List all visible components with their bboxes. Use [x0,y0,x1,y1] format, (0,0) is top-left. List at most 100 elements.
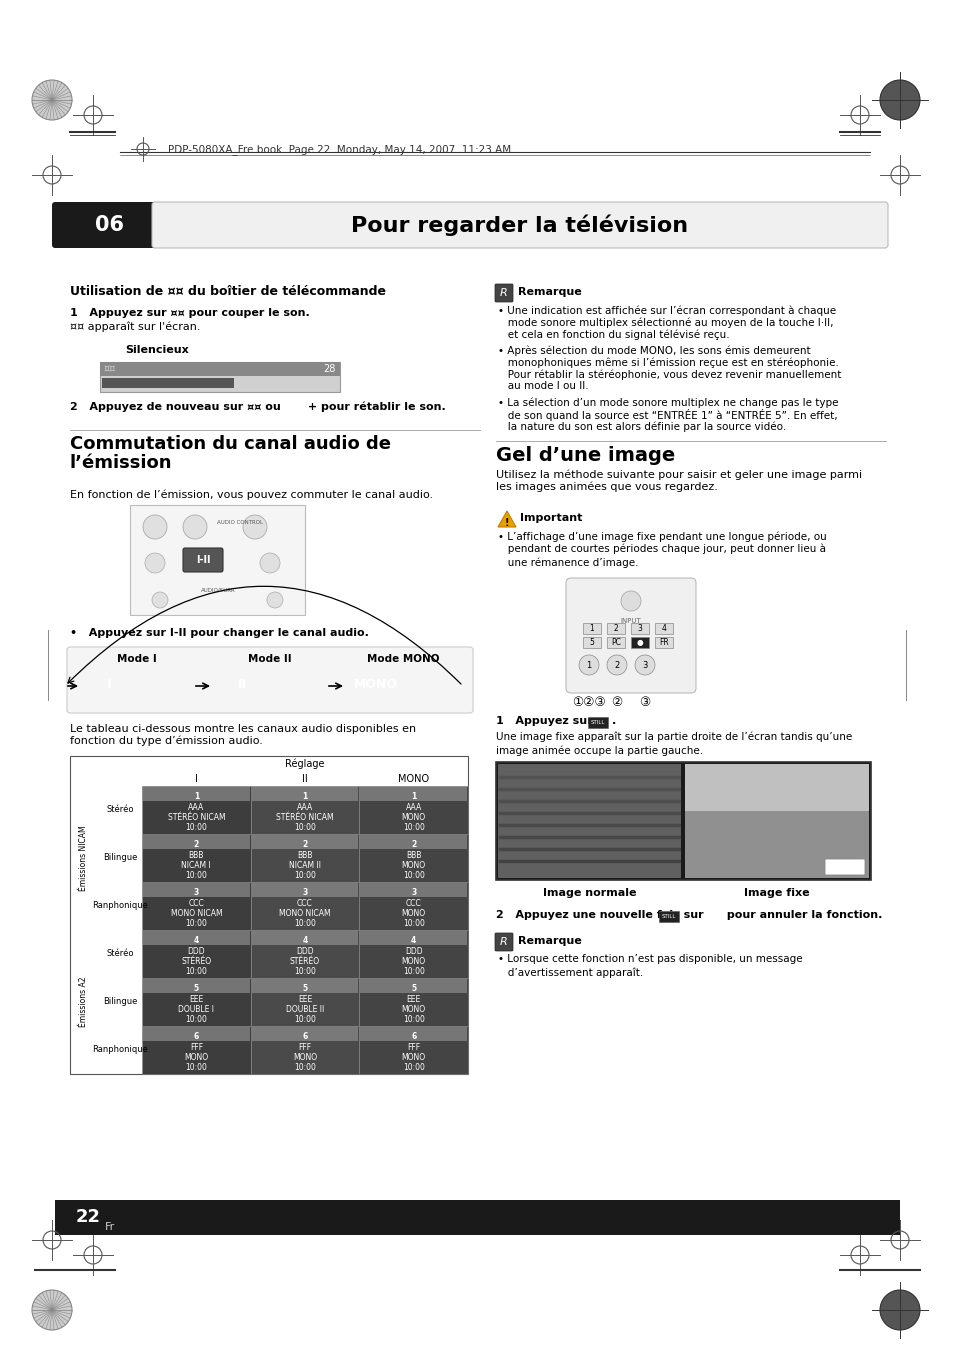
Circle shape [267,592,283,608]
Bar [143,1027,250,1042]
Bar [251,1025,359,1074]
Bar [360,979,467,993]
Text: 2: 2 [613,624,618,634]
Text: ①②③: ①②③ [572,696,605,709]
Bar [142,978,251,1025]
Text: • La sélection d’un mode sonore multiplex ne change pas le type: • La sélection d’un mode sonore multiple… [497,397,838,408]
Bar [360,835,467,850]
Bar [100,362,339,376]
Text: 1   Appuyez sur ¤¤ pour couper le son.: 1 Appuyez sur ¤¤ pour couper le son. [70,308,310,317]
FancyBboxPatch shape [67,647,473,713]
Text: 10:00: 10:00 [294,871,315,881]
Text: 10:00: 10:00 [294,1063,315,1073]
Text: NICAM I: NICAM I [181,861,211,870]
Bar [143,835,250,850]
Text: 2   Appuyez de nouveau sur ¤¤ ou       + pour rétablir le son.: 2 Appuyez de nouveau sur ¤¤ ou + pour ré… [70,403,445,412]
Text: En fonction de l’émission, vous pouvez commuter le canal audio.: En fonction de l’émission, vous pouvez c… [70,490,433,500]
Text: 10:00: 10:00 [402,967,424,977]
Bar [360,884,467,897]
Text: 1: 1 [589,624,594,634]
Bar [98,1025,142,1074]
Bar [348,667,402,703]
Text: Utilisation de ¤¤ du boîtier de télécommande: Utilisation de ¤¤ du boîtier de télécomm… [70,285,386,299]
Text: 3: 3 [637,624,641,634]
Bar [214,667,325,703]
Text: 10:00: 10:00 [185,967,207,977]
Circle shape [620,590,640,611]
Bar [142,929,251,978]
Bar [251,978,359,1025]
Text: Image fixe: Image fixe [743,888,809,898]
Bar [252,835,358,850]
Text: MONO: MONO [401,813,425,821]
Text: 1   Appuyez sur     .: 1 Appuyez sur . [496,716,616,725]
Text: 10:00: 10:00 [185,1063,207,1073]
Text: Stéréo: Stéréo [106,950,133,958]
Text: MONO: MONO [401,1005,425,1015]
Text: MONO: MONO [401,909,425,917]
Text: 1: 1 [586,661,591,670]
FancyBboxPatch shape [495,284,513,303]
Bar [685,765,868,878]
Text: MONO: MONO [397,774,429,784]
Text: CCC: CCC [296,898,313,908]
Text: Important: Important [519,513,581,523]
Text: 10:00: 10:00 [294,920,315,928]
Bar [143,979,250,993]
Bar [359,786,468,834]
Text: Pour rétablir la stéréophonie, vous devez revenir manuellement: Pour rétablir la stéréophonie, vous deve… [497,369,841,380]
Polygon shape [497,511,516,527]
Text: PC: PC [611,638,620,647]
Text: MONO: MONO [401,1052,425,1062]
Text: 10:00: 10:00 [185,1016,207,1024]
Text: MONO: MONO [184,1052,208,1062]
Text: 10:00: 10:00 [185,920,207,928]
Bar [630,623,648,634]
Text: 5: 5 [411,984,416,993]
Text: MONO: MONO [354,678,397,692]
Text: BBB: BBB [406,851,421,859]
Text: image animée occupe la partie gauche.: image animée occupe la partie gauche. [496,744,702,755]
Text: mode sonore multiplex sélectionné au moyen de la touche I·II,: mode sonore multiplex sélectionné au moy… [497,317,833,327]
Text: • L’affichage d’une image fixe pendant une longue période, ou: • L’affichage d’une image fixe pendant u… [497,531,826,542]
Text: BBB: BBB [297,851,313,859]
Text: 6: 6 [302,1032,307,1042]
Text: 10:00: 10:00 [185,871,207,881]
Text: I-II: I-II [195,555,210,565]
Circle shape [32,1290,71,1329]
Text: 1: 1 [193,792,199,801]
Text: AAA: AAA [188,802,204,812]
Bar [98,978,142,1025]
Text: 3: 3 [411,888,416,897]
Text: 2   Appuyez une nouvelle fois sur      pour annuler la fonction.: 2 Appuyez une nouvelle fois sur pour ann… [496,911,882,920]
Bar [359,929,468,978]
Text: 10:00: 10:00 [402,920,424,928]
Bar [55,1200,899,1235]
Circle shape [143,515,167,539]
Text: INPUT: INPUT [620,617,640,624]
Bar [655,623,672,634]
Text: Mode MONO: Mode MONO [366,654,438,663]
Text: AUDIO/SURR: AUDIO/SURR [200,586,235,592]
Text: Silencieux: Silencieux [125,345,189,355]
Text: Ranphonique: Ranphonique [92,1046,148,1055]
Text: STILL: STILL [834,862,854,871]
Text: 06: 06 [95,215,125,235]
Bar [143,931,250,946]
Bar [252,884,358,897]
Text: II: II [237,678,247,692]
Text: I: I [107,678,112,692]
Bar [214,667,270,703]
Text: STÉRÉO NICAM: STÉRÉO NICAM [276,813,334,821]
Text: AUDIO CONTROL: AUDIO CONTROL [216,520,263,526]
Text: 5: 5 [589,638,594,647]
Bar [359,978,468,1025]
Bar [98,834,142,882]
Bar [251,929,359,978]
Text: R: R [499,288,507,299]
Text: 10:00: 10:00 [402,1016,424,1024]
Text: • Une indication est affichée sur l’écran correspondant à chaque: • Une indication est affichée sur l’écra… [497,305,835,316]
Text: 3: 3 [641,661,647,670]
Text: 5: 5 [193,984,198,993]
Bar [252,979,358,993]
